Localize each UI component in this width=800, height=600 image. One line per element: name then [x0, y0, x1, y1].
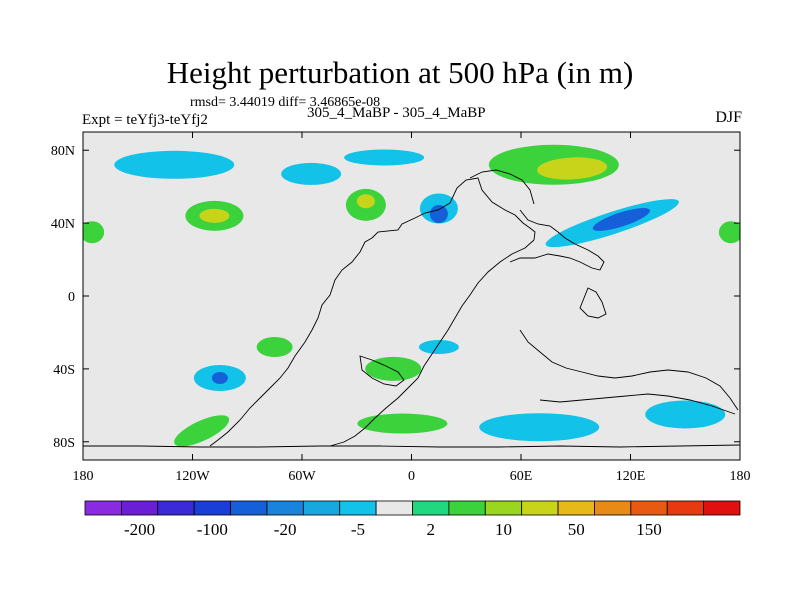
y-tick-label: 40S	[53, 363, 75, 378]
anomaly-region	[211, 372, 228, 384]
coastline-africa-east	[329, 239, 535, 447]
coastline-southwest-inlet	[359, 355, 405, 387]
coastline-north-africa-eurasia	[371, 177, 536, 241]
anomaly-region	[199, 208, 230, 223]
anomaly-region	[479, 413, 600, 442]
season-label: DJF	[715, 109, 742, 126]
anomaly-region	[174, 415, 230, 447]
colorbar-swatch	[193, 500, 231, 516]
coastline-antarctic	[539, 393, 736, 415]
colorbar-label: -100	[197, 520, 228, 539]
y-tick-label: 80N	[51, 144, 75, 159]
x-tick-label: 180	[730, 469, 751, 484]
anomaly-region	[418, 340, 459, 355]
colorbar-swatch	[84, 500, 122, 516]
anomaly-region	[537, 157, 608, 180]
anomaly-region	[645, 400, 726, 429]
anomaly-region	[83, 221, 105, 244]
y-tick-label: 40N	[51, 217, 75, 232]
coastline-northeast-fragment	[469, 169, 535, 205]
colorbar-swatch	[557, 500, 595, 516]
colorbar-label: 150	[636, 520, 662, 539]
anomaly-region	[357, 413, 448, 434]
colorbar-swatch	[448, 500, 486, 516]
colorbar-swatch	[666, 500, 705, 516]
anomaly-region	[344, 149, 425, 166]
rmsd-diff-stats: rmsd= 3.44019 diff= 3.46865e-08	[190, 95, 381, 110]
coastline-southern-landmass	[519, 329, 739, 411]
chart-title: Height perturbation at 500 hPa (in m)	[166, 55, 634, 90]
anomaly-region	[356, 194, 375, 209]
y-tick-label: 0	[68, 290, 75, 305]
coastline-southeast-asia	[579, 287, 607, 319]
colorbar-swatch	[594, 500, 632, 516]
colorbar-swatch	[521, 500, 559, 516]
coastline-africa-west	[209, 237, 373, 447]
x-axis-ticks: 180 120W 60W 0 60E 120E 180	[73, 132, 751, 484]
colorbar-swatch	[375, 500, 413, 516]
colorbar-label: 50	[568, 520, 585, 539]
colorbar-label: -5	[351, 520, 365, 539]
x-tick-label: 120W	[175, 469, 210, 484]
colorbar-swatch	[302, 500, 341, 516]
experiment-label: Expt = teYfj3-teYfj2	[82, 112, 208, 128]
anomaly-region	[281, 162, 342, 185]
x-tick-label: 180	[73, 469, 94, 484]
colorbar-swatch	[157, 500, 195, 516]
colorbar-swatch	[412, 500, 450, 516]
y-axis-ticks: 80N 40N 0 40S 80S	[51, 144, 740, 451]
anomaly-region	[256, 337, 293, 358]
anomaly-region	[114, 150, 235, 179]
colorbar-swatch	[484, 500, 523, 516]
x-tick-label: 0	[408, 469, 415, 484]
colorbar: -200 -100 -20 -5 2 10 50 150	[84, 500, 741, 539]
coastline-asia-pacific	[509, 209, 605, 271]
runs-label: 305_4_MaBP - 305_4_MaBP	[307, 105, 486, 121]
coastline-southern-boundary	[83, 444, 740, 448]
colorbar-label: 2	[426, 520, 435, 539]
colorbar-label: -200	[124, 520, 155, 539]
colorbar-swatch	[230, 500, 268, 516]
anomaly-region	[429, 205, 448, 223]
map-background	[83, 132, 740, 460]
colorbar-label: -20	[274, 520, 297, 539]
colorbar-label: 10	[495, 520, 512, 539]
x-tick-label: 60E	[510, 469, 533, 484]
colorbar-swatch	[339, 500, 377, 516]
anomaly-region	[592, 208, 650, 231]
colorbar-swatch	[266, 500, 304, 516]
colorbar-swatch	[630, 500, 668, 516]
anomaly-region	[718, 221, 740, 244]
colorbar-swatch	[703, 500, 741, 516]
y-tick-label: 80S	[53, 436, 75, 451]
colorbar-swatch	[120, 500, 159, 516]
x-tick-label: 120E	[616, 469, 646, 484]
coastlines	[83, 169, 740, 448]
x-tick-label: 60W	[288, 469, 316, 484]
